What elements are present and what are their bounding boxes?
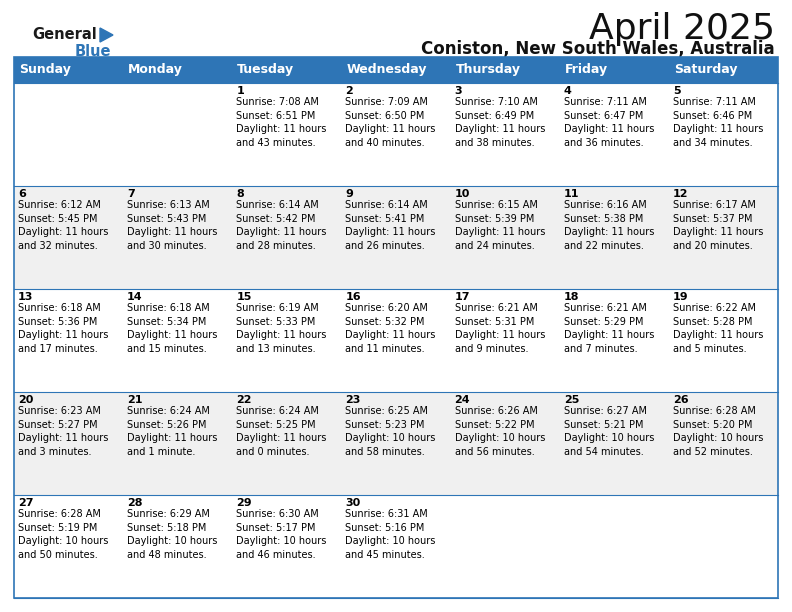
Text: Sunrise: 6:18 AM
Sunset: 5:34 PM
Daylight: 11 hours
and 15 minutes.: Sunrise: 6:18 AM Sunset: 5:34 PM Dayligh… (128, 303, 218, 354)
Bar (14, 83, 778, 186)
Text: 20: 20 (18, 395, 33, 405)
Text: Sunrise: 6:30 AM
Sunset: 5:17 PM
Daylight: 10 hours
and 46 minutes.: Sunrise: 6:30 AM Sunset: 5:17 PM Dayligh… (236, 509, 326, 560)
Text: Sunrise: 6:21 AM
Sunset: 5:31 PM
Daylight: 11 hours
and 9 minutes.: Sunrise: 6:21 AM Sunset: 5:31 PM Dayligh… (455, 303, 545, 354)
Text: 14: 14 (128, 292, 143, 302)
Text: Sunrise: 7:09 AM
Sunset: 6:50 PM
Daylight: 11 hours
and 40 minutes.: Sunrise: 7:09 AM Sunset: 6:50 PM Dayligh… (345, 97, 436, 148)
Text: Sunrise: 6:31 AM
Sunset: 5:16 PM
Daylight: 10 hours
and 45 minutes.: Sunrise: 6:31 AM Sunset: 5:16 PM Dayligh… (345, 509, 436, 560)
Text: 27: 27 (18, 498, 33, 508)
Text: Sunrise: 6:14 AM
Sunset: 5:41 PM
Daylight: 11 hours
and 26 minutes.: Sunrise: 6:14 AM Sunset: 5:41 PM Dayligh… (345, 200, 436, 251)
Text: Sunrise: 6:22 AM
Sunset: 5:28 PM
Daylight: 11 hours
and 5 minutes.: Sunrise: 6:22 AM Sunset: 5:28 PM Dayligh… (673, 303, 763, 354)
Bar (14, 57, 778, 598)
Text: Sunrise: 7:11 AM
Sunset: 6:46 PM
Daylight: 11 hours
and 34 minutes.: Sunrise: 7:11 AM Sunset: 6:46 PM Dayligh… (673, 97, 763, 148)
Text: Sunrise: 6:28 AM
Sunset: 5:20 PM
Daylight: 10 hours
and 52 minutes.: Sunrise: 6:28 AM Sunset: 5:20 PM Dayligh… (673, 406, 763, 457)
Bar (14, 57, 778, 83)
Text: Coniston, New South Wales, Australia: Coniston, New South Wales, Australia (421, 40, 775, 58)
Polygon shape (100, 28, 113, 42)
Text: 9: 9 (345, 189, 353, 199)
Text: 1: 1 (236, 86, 244, 96)
Bar (14, 392, 778, 495)
Text: 18: 18 (564, 292, 579, 302)
Text: Sunrise: 6:20 AM
Sunset: 5:32 PM
Daylight: 11 hours
and 11 minutes.: Sunrise: 6:20 AM Sunset: 5:32 PM Dayligh… (345, 303, 436, 354)
Text: 29: 29 (236, 498, 252, 508)
Text: Sunrise: 6:13 AM
Sunset: 5:43 PM
Daylight: 11 hours
and 30 minutes.: Sunrise: 6:13 AM Sunset: 5:43 PM Dayligh… (128, 200, 218, 251)
Text: 22: 22 (236, 395, 252, 405)
Text: 7: 7 (128, 189, 135, 199)
Bar (14, 289, 778, 392)
Text: 28: 28 (128, 498, 143, 508)
Text: Friday: Friday (565, 64, 607, 76)
Text: Sunrise: 6:25 AM
Sunset: 5:23 PM
Daylight: 10 hours
and 58 minutes.: Sunrise: 6:25 AM Sunset: 5:23 PM Dayligh… (345, 406, 436, 457)
Text: Sunday: Sunday (19, 64, 70, 76)
Text: Sunrise: 6:18 AM
Sunset: 5:36 PM
Daylight: 11 hours
and 17 minutes.: Sunrise: 6:18 AM Sunset: 5:36 PM Dayligh… (18, 303, 109, 354)
Text: Sunrise: 7:10 AM
Sunset: 6:49 PM
Daylight: 11 hours
and 38 minutes.: Sunrise: 7:10 AM Sunset: 6:49 PM Dayligh… (455, 97, 545, 148)
Text: Sunrise: 6:17 AM
Sunset: 5:37 PM
Daylight: 11 hours
and 20 minutes.: Sunrise: 6:17 AM Sunset: 5:37 PM Dayligh… (673, 200, 763, 251)
Text: 25: 25 (564, 395, 579, 405)
Text: 19: 19 (673, 292, 688, 302)
Text: 17: 17 (455, 292, 470, 302)
Text: Sunrise: 6:29 AM
Sunset: 5:18 PM
Daylight: 10 hours
and 48 minutes.: Sunrise: 6:29 AM Sunset: 5:18 PM Dayligh… (128, 509, 218, 560)
Text: Monday: Monday (128, 64, 183, 76)
Text: Sunrise: 6:12 AM
Sunset: 5:45 PM
Daylight: 11 hours
and 32 minutes.: Sunrise: 6:12 AM Sunset: 5:45 PM Dayligh… (18, 200, 109, 251)
Text: Sunrise: 6:21 AM
Sunset: 5:29 PM
Daylight: 11 hours
and 7 minutes.: Sunrise: 6:21 AM Sunset: 5:29 PM Dayligh… (564, 303, 654, 354)
Text: Wednesday: Wednesday (346, 64, 427, 76)
Text: 30: 30 (345, 498, 360, 508)
Text: 3: 3 (455, 86, 463, 96)
Text: 26: 26 (673, 395, 688, 405)
Text: Sunrise: 6:15 AM
Sunset: 5:39 PM
Daylight: 11 hours
and 24 minutes.: Sunrise: 6:15 AM Sunset: 5:39 PM Dayligh… (455, 200, 545, 251)
Text: Sunrise: 6:19 AM
Sunset: 5:33 PM
Daylight: 11 hours
and 13 minutes.: Sunrise: 6:19 AM Sunset: 5:33 PM Dayligh… (236, 303, 326, 354)
Text: 16: 16 (345, 292, 361, 302)
Bar (14, 495, 778, 598)
Text: Sunrise: 6:16 AM
Sunset: 5:38 PM
Daylight: 11 hours
and 22 minutes.: Sunrise: 6:16 AM Sunset: 5:38 PM Dayligh… (564, 200, 654, 251)
Text: 21: 21 (128, 395, 143, 405)
Text: Sunrise: 7:11 AM
Sunset: 6:47 PM
Daylight: 11 hours
and 36 minutes.: Sunrise: 7:11 AM Sunset: 6:47 PM Dayligh… (564, 97, 654, 148)
Text: Sunrise: 6:24 AM
Sunset: 5:26 PM
Daylight: 11 hours
and 1 minute.: Sunrise: 6:24 AM Sunset: 5:26 PM Dayligh… (128, 406, 218, 457)
Text: Tuesday: Tuesday (238, 64, 295, 76)
Text: 2: 2 (345, 86, 353, 96)
Text: Thursday: Thursday (455, 64, 520, 76)
Text: 13: 13 (18, 292, 33, 302)
Text: 24: 24 (455, 395, 470, 405)
Text: Sunrise: 6:27 AM
Sunset: 5:21 PM
Daylight: 10 hours
and 54 minutes.: Sunrise: 6:27 AM Sunset: 5:21 PM Dayligh… (564, 406, 654, 457)
Text: 8: 8 (236, 189, 244, 199)
Text: Sunrise: 6:23 AM
Sunset: 5:27 PM
Daylight: 11 hours
and 3 minutes.: Sunrise: 6:23 AM Sunset: 5:27 PM Dayligh… (18, 406, 109, 457)
Text: 5: 5 (673, 86, 680, 96)
Text: 10: 10 (455, 189, 470, 199)
Text: 11: 11 (564, 189, 579, 199)
Text: Blue: Blue (75, 44, 112, 59)
Bar (14, 186, 778, 289)
Text: Sunrise: 6:28 AM
Sunset: 5:19 PM
Daylight: 10 hours
and 50 minutes.: Sunrise: 6:28 AM Sunset: 5:19 PM Dayligh… (18, 509, 109, 560)
Text: 15: 15 (236, 292, 252, 302)
Text: Sunrise: 7:08 AM
Sunset: 6:51 PM
Daylight: 11 hours
and 43 minutes.: Sunrise: 7:08 AM Sunset: 6:51 PM Dayligh… (236, 97, 326, 148)
Text: 23: 23 (345, 395, 361, 405)
Text: Sunrise: 6:14 AM
Sunset: 5:42 PM
Daylight: 11 hours
and 28 minutes.: Sunrise: 6:14 AM Sunset: 5:42 PM Dayligh… (236, 200, 326, 251)
Text: 4: 4 (564, 86, 572, 96)
Text: April 2025: April 2025 (589, 12, 775, 46)
Text: 12: 12 (673, 189, 688, 199)
Text: Sunrise: 6:26 AM
Sunset: 5:22 PM
Daylight: 10 hours
and 56 minutes.: Sunrise: 6:26 AM Sunset: 5:22 PM Dayligh… (455, 406, 545, 457)
Text: 6: 6 (18, 189, 26, 199)
Text: General: General (32, 27, 97, 42)
Text: Sunrise: 6:24 AM
Sunset: 5:25 PM
Daylight: 11 hours
and 0 minutes.: Sunrise: 6:24 AM Sunset: 5:25 PM Dayligh… (236, 406, 326, 457)
Text: Saturday: Saturday (674, 64, 737, 76)
